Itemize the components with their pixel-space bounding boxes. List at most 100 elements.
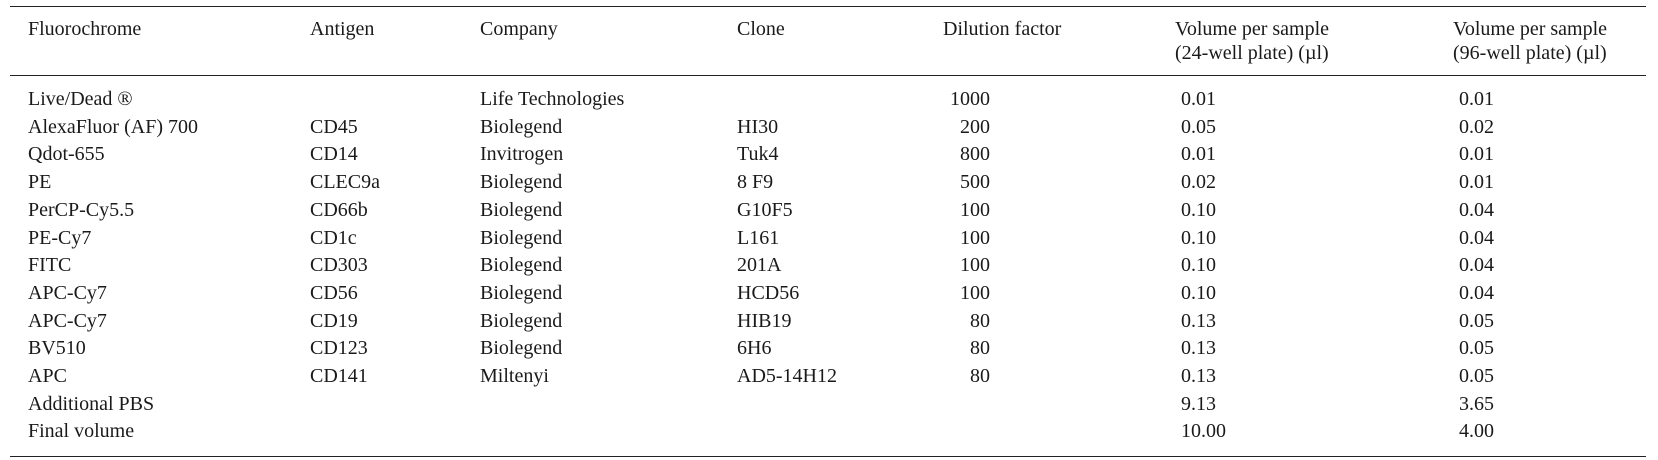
table-cell: 0.13 [1181, 337, 1216, 360]
table-cell [310, 391, 480, 419]
table-cell: 4.00 [1459, 420, 1494, 443]
table-row: APC-Cy7 CD56 Biolegend HCD56 100 0.10 0.04 [10, 280, 1646, 308]
table-row: PerCP-Cy5.5 CD66b Biolegend G10F5 100 0.10 0.0… [10, 197, 1646, 225]
table-cell: 0.10 [1181, 198, 1216, 221]
table-cell: 100 [960, 226, 990, 249]
table-cell: 0.10 [1181, 226, 1216, 249]
table-row: PE CLEC9a Biolegend 8 F9 500 0.02 0.01 [10, 169, 1646, 197]
table-cell: 0.05 [1459, 309, 1494, 332]
table-cell: Biolegend [480, 171, 563, 194]
table-cell: 0.01 [1459, 88, 1494, 110]
table-cell: APC-Cy7 [28, 281, 107, 304]
table-row: FITC CD303 Biolegend 201A 100 0.10 0.04 [10, 252, 1646, 280]
table-cell: CD14 [310, 143, 358, 166]
column-header: Antigen [310, 6, 480, 76]
table-cell: Qdot-655 [28, 143, 105, 166]
table-cell: 0.01 [1181, 143, 1216, 166]
table-cell [310, 418, 480, 456]
table-cell: Miltenyi [480, 365, 549, 388]
table-cell [310, 76, 480, 114]
table-cell [737, 391, 943, 419]
table-row: Final volume 10.00 4.00 [10, 418, 1646, 456]
table-row: Live/Dead ® Life Technologies 1000 0.01 0.01 [10, 76, 1646, 114]
table-cell: Life Technologies [480, 88, 625, 110]
table-cell: 0.02 [1459, 115, 1494, 138]
table-cell: CD66b [310, 198, 368, 221]
table-cell: 80 [970, 309, 990, 332]
table-cell: Invitrogen [480, 143, 564, 166]
table-body: Live/Dead ® Life Technologies 1000 0.01 0.01… [10, 76, 1646, 457]
table-header: Fluorochrome Antigen Company Clone Dilution … [10, 6, 1646, 76]
table-cell: L161 [737, 226, 780, 249]
column-header: Company [480, 6, 737, 76]
table-cell: HI30 [737, 115, 779, 138]
table-cell: CD123 [310, 337, 368, 360]
table-cell: 6H6 [737, 337, 772, 360]
table-cell: 0.05 [1181, 115, 1216, 138]
table-row: Qdot-655 CD14 Invitrogen Tuk4 800 0.01 0.01 [10, 141, 1646, 169]
table-cell: 0.05 [1459, 337, 1494, 360]
table-cell: PerCP-Cy5.5 [28, 198, 135, 221]
table-cell [737, 76, 943, 114]
table-cell: 0.04 [1459, 198, 1494, 221]
table-cell: BV510 [28, 337, 86, 360]
table-cell: 80 [970, 337, 990, 360]
column-header: Volume per sample (24-well plate) (µl) [1175, 6, 1453, 76]
table-cell: 100 [960, 254, 990, 277]
reagent-table: Fluorochrome Antigen Company Clone Dilution … [10, 6, 1646, 458]
table-cell: AlexaFluor (AF) 700 [28, 115, 198, 138]
table-cell: 0.13 [1181, 309, 1216, 332]
table-row: APC CD141 Miltenyi AD5-14H12 80 0.13 0.05 [10, 363, 1646, 391]
table-cell: Biolegend [480, 226, 563, 249]
table-cell: 100 [960, 281, 990, 304]
table-cell: Biolegend [480, 198, 563, 221]
table-row: PE-Cy7 CD1c Biolegend L161 100 0.10 0.04 [10, 225, 1646, 253]
table-cell: Biolegend [480, 281, 563, 304]
table-cell: HCD56 [737, 281, 800, 304]
table-cell: 0.01 [1181, 88, 1216, 110]
table-cell: AD5-14H12 [737, 365, 837, 388]
table-row: BV510 CD123 Biolegend 6H6 80 0.13 0.05 [10, 335, 1646, 363]
header-row: Fluorochrome Antigen Company Clone Dilution … [10, 6, 1646, 76]
table-cell: CD1c [310, 226, 357, 249]
table-cell: CD45 [310, 115, 358, 138]
table-cell: FITC [28, 254, 72, 277]
column-header: Clone [737, 6, 943, 76]
table-cell: Final volume [28, 420, 135, 443]
table-cell: 100 [960, 198, 990, 221]
table-cell: APC-Cy7 [28, 309, 107, 332]
table-cell: CLEC9a [310, 171, 380, 194]
table-cell: PE-Cy7 [28, 226, 92, 249]
table-cell [480, 391, 737, 419]
table-container: Fluorochrome Antigen Company Clone Dilution … [10, 6, 1646, 458]
table-cell: Live/Dead ® [28, 88, 133, 110]
table-cell: Biolegend [480, 337, 563, 360]
table-cell: PE [28, 171, 52, 194]
table-cell: 80 [970, 365, 990, 388]
table-cell: Biolegend [480, 115, 563, 138]
table-cell: CD141 [310, 365, 368, 388]
table-cell: APC [28, 365, 67, 388]
table-cell: 200 [960, 115, 990, 138]
table-cell [943, 418, 1175, 456]
table-cell: Additional PBS [28, 392, 155, 415]
table-row: Additional PBS 9.13 3.65 [10, 391, 1646, 419]
table-cell: 0.04 [1459, 226, 1494, 249]
table-cell: 0.01 [1459, 171, 1494, 194]
table-cell: 0.05 [1459, 365, 1494, 388]
table-cell: CD56 [310, 281, 358, 304]
table-cell: Biolegend [480, 309, 563, 332]
table-cell: Tuk4 [737, 143, 779, 166]
table-cell: 0.10 [1181, 281, 1216, 304]
table-cell: 0.04 [1459, 254, 1494, 277]
table-cell: 0.02 [1181, 171, 1216, 194]
table-cell: Biolegend [480, 254, 563, 277]
table-cell [737, 418, 943, 456]
column-header: Volume per sample (96-well plate) (µl) [1453, 6, 1646, 76]
table-row: AlexaFluor (AF) 700 CD45 Biolegend HI30 200 0… [10, 114, 1646, 142]
table-cell: HIB19 [737, 309, 792, 332]
column-header: Dilution factor [943, 6, 1175, 76]
table-cell: 0.01 [1459, 143, 1494, 166]
table-cell: CD19 [310, 309, 358, 332]
table-cell: 1000 [950, 88, 990, 110]
